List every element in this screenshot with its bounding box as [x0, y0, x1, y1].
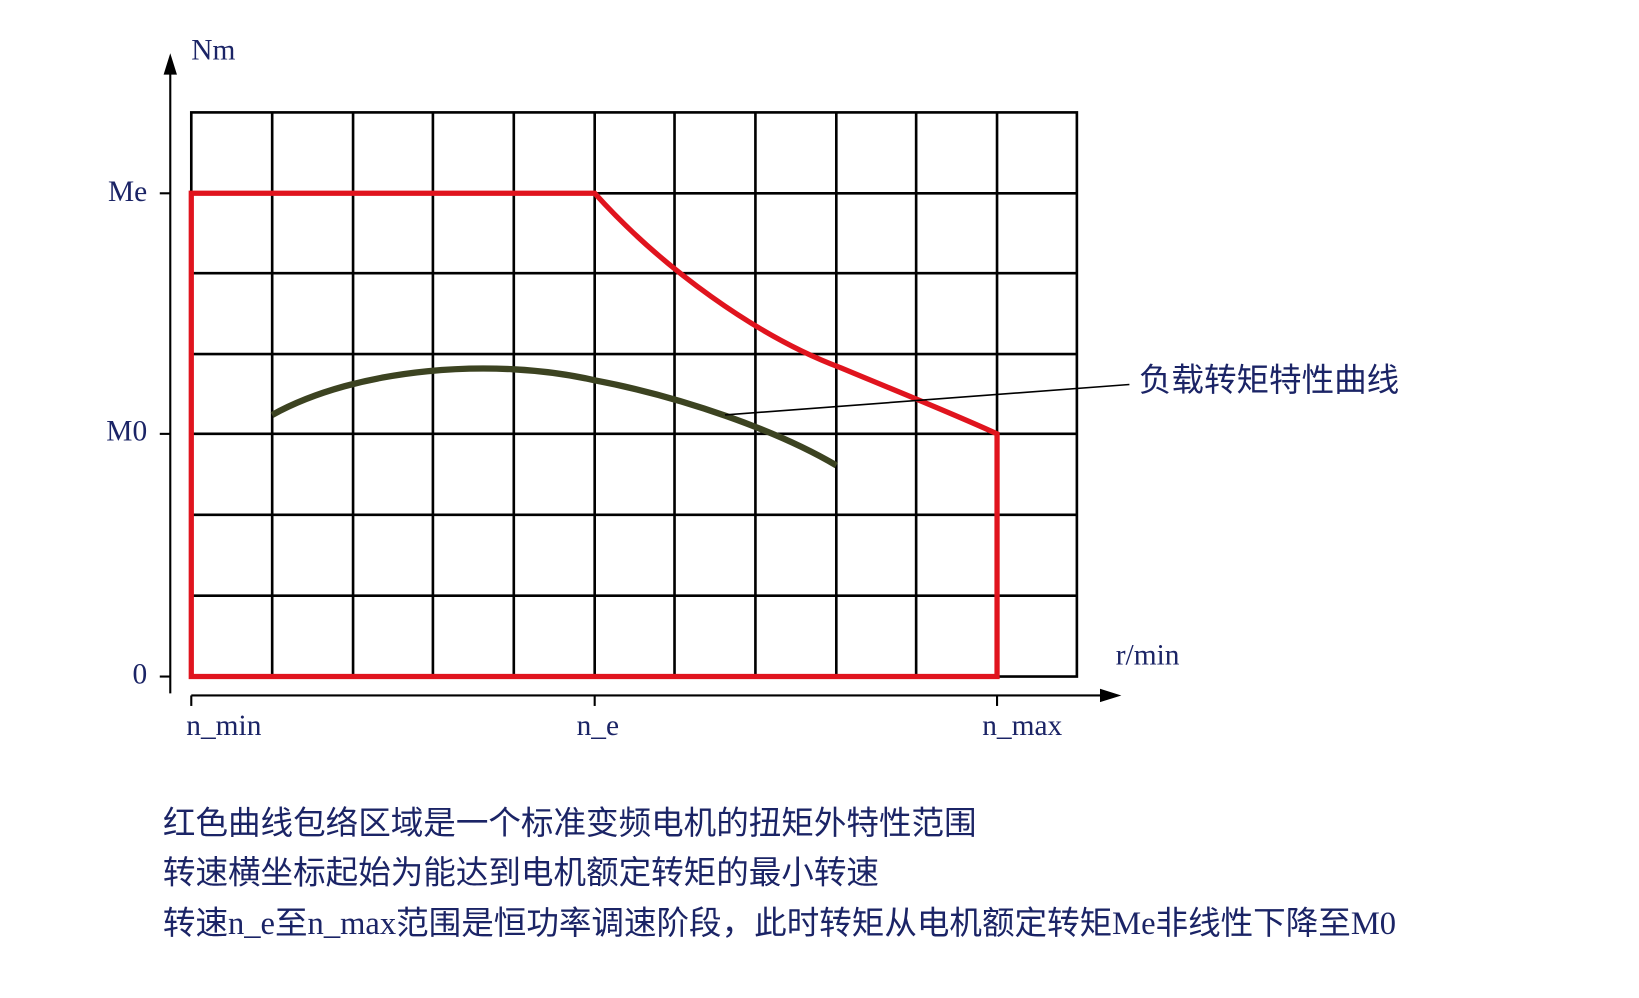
x-tick-label: n_e — [577, 710, 619, 742]
caption: 转速n_e至n_max范围是恒功率调速阶段，此时转矩从电机额定转矩Me非线性下降… — [163, 905, 1396, 942]
x-tick-label: n_min — [186, 710, 261, 742]
axes — [159, 53, 1122, 706]
leader-line — [724, 383, 1130, 416]
torque-envelope — [188, 190, 1000, 680]
y-axis-label: Nm — [191, 34, 235, 66]
caption: 红色曲线包络区域是一个标准变频电机的扭矩外特性范围 — [163, 805, 977, 842]
y-tick-label: M0 — [106, 416, 147, 448]
load-curve — [270, 365, 838, 469]
y-tick-label: Me — [108, 176, 147, 208]
annotation: 负载转矩特性曲线 — [1139, 362, 1399, 399]
y-tick-label: 0 — [132, 658, 147, 690]
x-axis-label: r/min — [1116, 639, 1180, 671]
x-tick-label: n_max — [982, 710, 1062, 742]
caption: 转速横坐标起始为能达到电机额定转矩的最小转速 — [163, 855, 879, 892]
